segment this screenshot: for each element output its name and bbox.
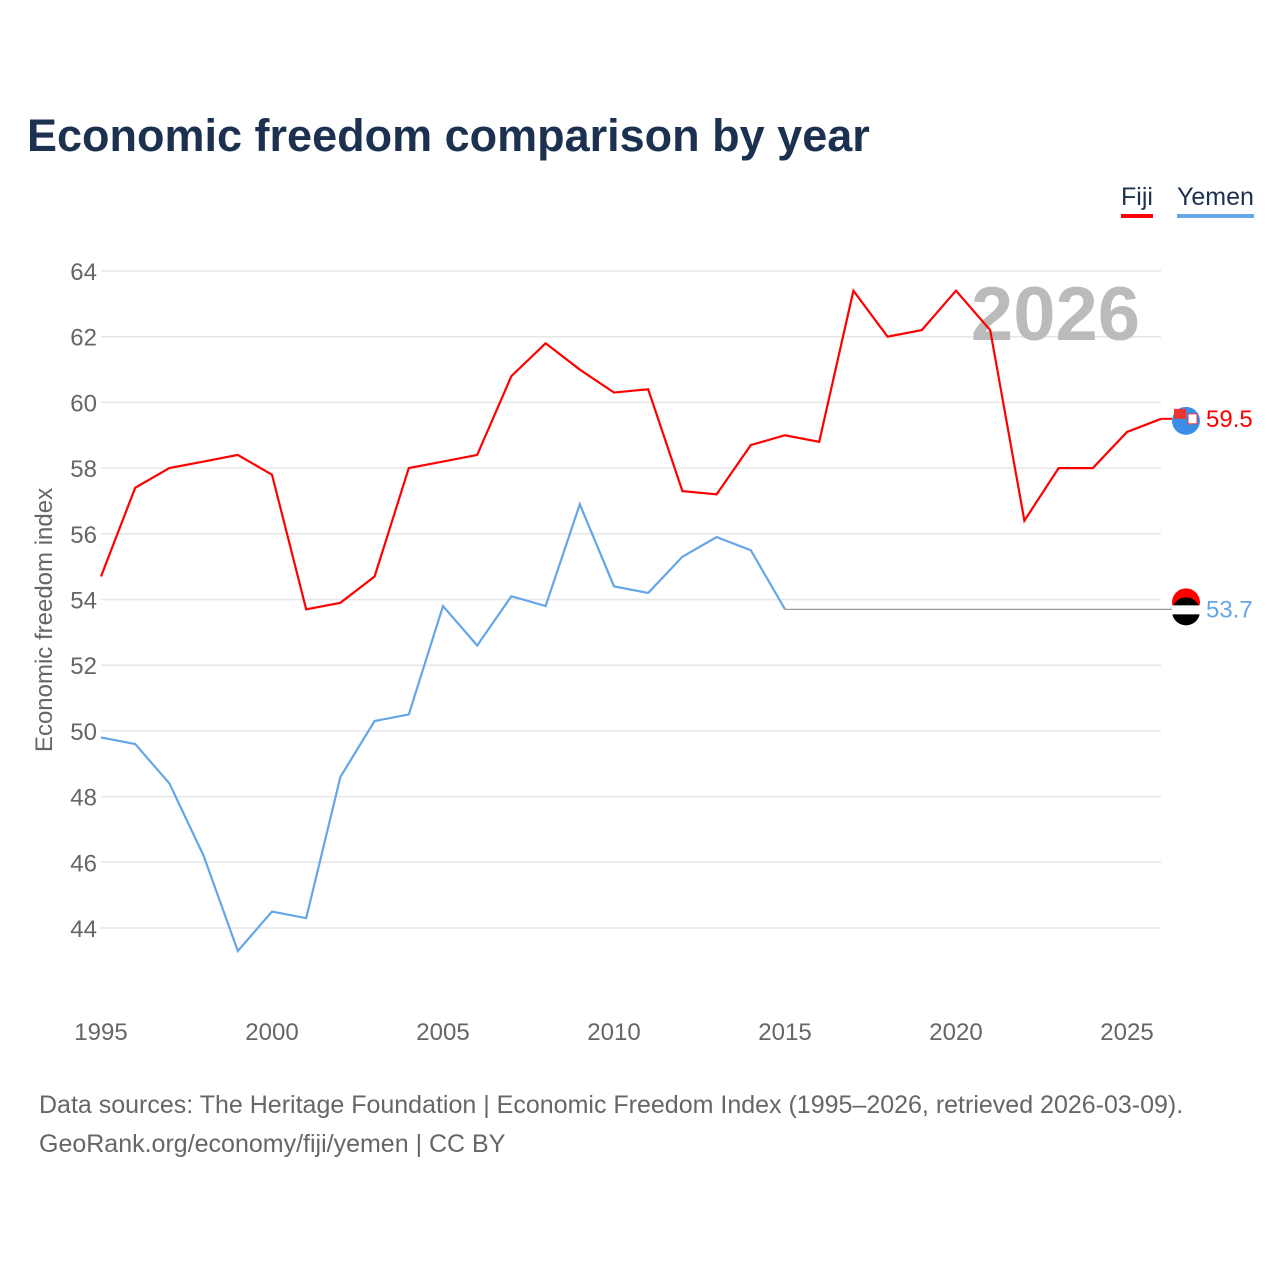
y-tick-label: 54 bbox=[70, 588, 97, 615]
series-line-fiji bbox=[99, 288, 1162, 611]
source-line-1: Data sources: The Heritage Foundation | … bbox=[39, 1091, 1184, 1119]
x-tick-label: 2020 bbox=[929, 1019, 982, 1046]
chart-title: Economic freedom comparison by year bbox=[27, 110, 870, 161]
source-line-2: GeoRank.org/economy/fiji/yemen | CC BY bbox=[39, 1130, 506, 1158]
y-tick-label: 48 bbox=[70, 785, 97, 812]
legend-fiji[interactable]: Fiji bbox=[1121, 183, 1153, 218]
y-tick-label: 44 bbox=[70, 916, 97, 943]
y-tick-label: 58 bbox=[70, 456, 97, 483]
end-value-label-fiji: 59.5 bbox=[1206, 406, 1253, 433]
y-axis-label: Economic freedom index bbox=[31, 488, 58, 752]
x-tick-label: 2025 bbox=[1100, 1019, 1153, 1046]
fiji-flag-shield bbox=[1187, 413, 1198, 425]
yemen-flag-white bbox=[1172, 605, 1200, 615]
x-tick-label: 2000 bbox=[245, 1019, 298, 1046]
x-tick-label: 2010 bbox=[587, 1019, 640, 1046]
source-note: Data sources: The Heritage Foundation | … bbox=[39, 1086, 1183, 1164]
x-tick-label: 2005 bbox=[416, 1019, 469, 1046]
end-value-label-yemen: 53.7 bbox=[1206, 596, 1253, 623]
y-tick-label: 56 bbox=[70, 522, 97, 549]
y-tick-label: 50 bbox=[70, 719, 97, 746]
y-tick-label: 64 bbox=[70, 259, 97, 286]
y-tick-label: 60 bbox=[70, 390, 97, 417]
x-tick-label: 2015 bbox=[758, 1019, 811, 1046]
series-line-yemen bbox=[100, 501, 786, 954]
year-watermark: 2026 bbox=[971, 272, 1140, 357]
y-tick-label: 62 bbox=[70, 325, 97, 352]
legend-yemen[interactable]: Yemen bbox=[1177, 183, 1254, 218]
x-tick-label: 1995 bbox=[74, 1019, 127, 1046]
y-tick-label: 52 bbox=[70, 653, 97, 680]
fiji-flag-canton bbox=[1174, 408, 1186, 419]
y-tick-label: 46 bbox=[70, 850, 97, 877]
